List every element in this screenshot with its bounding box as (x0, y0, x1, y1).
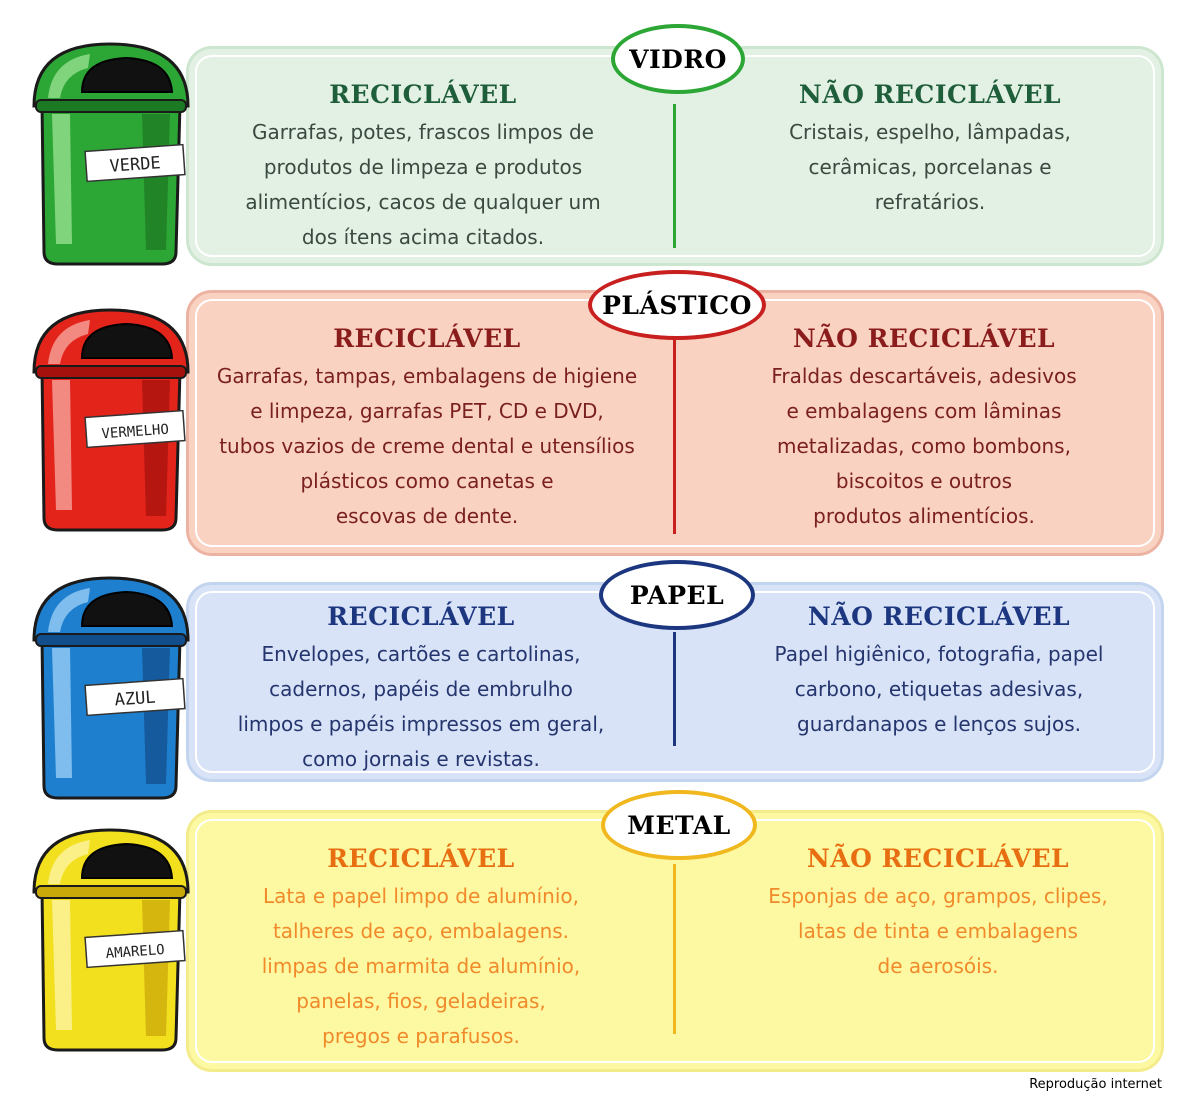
trash-bin-icon: VERMELHO (30, 300, 195, 536)
recyclable-heading: RECICLÁVEL (329, 80, 517, 109)
text-line: de aerosóis. (877, 954, 999, 978)
bin-label-text: VERDE (109, 153, 161, 177)
recyclable-col-metal: RECICLÁVEL Lata e papel limpo de alumíni… (190, 844, 652, 1054)
title-badge-papel: PAPEL (599, 560, 755, 630)
non-recyclable-col-metal: NÃO RECICLÁVEL Esponjas de aço, grampos,… (700, 844, 1176, 984)
title-badge-plastico: PLÁSTICO (588, 270, 766, 340)
text-line: escovas de dente. (335, 504, 519, 528)
text-line: Fraldas descartáveis, adesivos (771, 364, 1077, 388)
text-line: Envelopes, cartões e cartolinas, (261, 642, 581, 666)
recyclable-heading: RECICLÁVEL (327, 602, 515, 631)
non-recyclable-col-vidro: NÃO RECICLÁVEL Cristais, espelho, lâmpad… (692, 80, 1168, 220)
text-line: tubos vazios de creme dental e utensílio… (219, 434, 635, 458)
text-line: cadernos, papéis de embrulho (269, 677, 573, 701)
non-recyclable-heading: NÃO RECICLÁVEL (806, 844, 1070, 873)
divider-plastico (673, 340, 676, 534)
non-recyclable-heading: NÃO RECICLÁVEL (798, 80, 1062, 109)
image-credit: Reprodução internet (1029, 1077, 1162, 1092)
text-line: limpos e papéis impressos em geral, (237, 712, 605, 736)
bin-label-text: VERMELHO (101, 422, 169, 443)
text-line: limpas de marmita de alumínio, (261, 954, 581, 978)
divider-papel (673, 632, 676, 746)
section-vidro: VIDRO RECICLÁVEL Garrafas, potes, frasco… (0, 0, 1200, 270)
section-plastico: PLÁSTICO RECICLÁVEL Garrafas, tampas, em… (0, 270, 1200, 560)
text-line: dos ítens acima citados. (301, 225, 545, 249)
text-line: produtos alimentícios. (813, 504, 1035, 528)
title-badge-vidro: VIDRO (611, 24, 745, 94)
text-line: carbono, etiquetas adesivas, (794, 677, 1084, 701)
bin-label: VERDE (84, 143, 186, 183)
recyclable-text: Lata e papel limpo de alumínio, talheres… (190, 879, 652, 1054)
text-line: plásticos como canetas e (300, 469, 554, 493)
text-line: metalizadas, como bombons, (777, 434, 1071, 458)
text-line: biscoitos e outros (835, 469, 1013, 493)
non-recyclable-text: Esponjas de aço, grampos, clipes, latas … (700, 879, 1176, 984)
bin-label: VERMELHO (84, 409, 186, 449)
section-metal: METAL RECICLÁVEL Lata e papel limpo de a… (0, 790, 1200, 1090)
title-metal: METAL (627, 810, 731, 840)
section-papel: PAPEL RECICLÁVEL Envelopes, cartões e ca… (0, 560, 1200, 800)
divider-metal (673, 864, 676, 1034)
text-line: Garrafas, tampas, embalagens de higiene (216, 364, 638, 388)
recyclable-text: Envelopes, cartões e cartolinas, caderno… (190, 637, 652, 777)
bin-label-text: AMARELO (105, 942, 165, 962)
recyclable-col-papel: RECICLÁVEL Envelopes, cartões e cartolin… (190, 602, 652, 777)
recyclable-col-plastico: RECICLÁVEL Garrafas, tampas, embalagens … (190, 324, 664, 534)
divider-vidro (673, 104, 676, 248)
text-line: alimentícios, cacos de qualquer um (245, 190, 601, 214)
text-line: e limpeza, garrafas PET, CD e DVD, (250, 399, 604, 423)
text-line: cerâmicas, porcelanas e (808, 155, 1052, 179)
text-line: talheres de aço, embalagens. (272, 919, 570, 943)
recyclable-heading: RECICLÁVEL (327, 844, 515, 873)
recyclable-text: Garrafas, tampas, embalagens de higiene … (190, 359, 664, 534)
text-line: Garrafas, potes, frascos limpos de (251, 120, 594, 144)
trash-bin-icon: AMARELO (30, 820, 195, 1056)
bin-label: AMARELO (84, 929, 186, 969)
text-line: Papel higiênico, fotografia, papel (774, 642, 1104, 666)
recyclable-heading: RECICLÁVEL (333, 324, 521, 353)
non-recyclable-heading: NÃO RECICLÁVEL (807, 602, 1071, 631)
text-line: como jornais e revistas. (302, 747, 540, 771)
text-line: guardanapos e lenços sujos. (797, 712, 1081, 736)
text-line: produtos de limpeza e produtos (263, 155, 583, 179)
text-line: e embalagens com lâminas (786, 399, 1062, 423)
text-line: refratários. (874, 190, 986, 214)
recyclable-text: Garrafas, potes, frascos limpos de produ… (190, 115, 656, 255)
recyclable-col-vidro: RECICLÁVEL Garrafas, potes, frascos limp… (190, 80, 656, 255)
non-recyclable-col-plastico: NÃO RECICLÁVEL Fraldas descartáveis, ade… (686, 324, 1162, 534)
title-papel: PAPEL (629, 580, 725, 610)
non-recyclable-text: Fraldas descartáveis, adesivos e embalag… (686, 359, 1162, 534)
text-line: pregos e parafusos. (322, 1024, 520, 1048)
text-line: Lata e papel limpo de alumínio, (263, 884, 579, 908)
non-recyclable-text: Papel higiênico, fotografia, papel carbo… (702, 637, 1176, 742)
non-recyclable-col-papel: NÃO RECICLÁVEL Papel higiênico, fotograf… (702, 602, 1176, 742)
title-vidro: VIDRO (629, 44, 727, 74)
bin-label: AZUL (84, 677, 186, 717)
text-line: Esponjas de aço, grampos, clipes, (768, 884, 1108, 908)
bin-label-text: AZUL (114, 688, 156, 711)
trash-bin-icon: AZUL (30, 568, 195, 804)
non-recyclable-text: Cristais, espelho, lâmpadas, cerâmicas, … (692, 115, 1168, 220)
text-line: latas de tinta e embalagens (798, 919, 1078, 943)
trash-bin-icon: VERDE (30, 34, 195, 270)
non-recyclable-heading: NÃO RECICLÁVEL (792, 324, 1056, 353)
text-line: panelas, fios, geladeiras, (296, 989, 546, 1013)
title-plastico: PLÁSTICO (602, 290, 752, 320)
text-line: Cristais, espelho, lâmpadas, (789, 120, 1071, 144)
title-badge-metal: METAL (601, 790, 757, 860)
